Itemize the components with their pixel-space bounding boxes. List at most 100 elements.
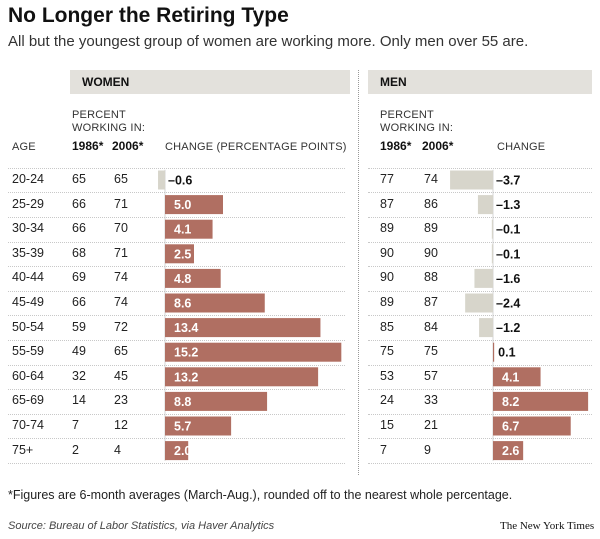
men-value-1986: 85 <box>380 319 394 334</box>
women-row-rule <box>8 266 345 268</box>
men-value-2006: 90 <box>424 245 438 260</box>
women-value-1986: 49 <box>72 344 86 359</box>
chart-title: No Longer the Retiring Type <box>8 4 289 27</box>
women-panel-label: WOMEN <box>82 75 130 89</box>
women-change-bar <box>165 244 194 264</box>
men-row-rule <box>368 438 592 440</box>
men-working-in-label: WORKING IN: <box>380 122 454 134</box>
women-year2-header: 2006* <box>112 139 144 153</box>
age-label: 45-49 <box>12 295 44 309</box>
women-row-rule <box>8 413 345 415</box>
men-row-rule <box>368 241 592 243</box>
men-value-1986: 90 <box>380 270 394 285</box>
women-value-2006: 74 <box>114 270 128 285</box>
women-change-label: 13.4 <box>174 321 198 335</box>
men-change-bar <box>465 293 493 313</box>
women-change-bar <box>165 318 321 338</box>
women-change-label: 2.0 <box>174 444 191 458</box>
men-change-label: 0.1 <box>498 346 515 360</box>
women-change-bar <box>165 367 319 387</box>
men-value-2006: 33 <box>424 393 438 408</box>
men-change-label: –3.7 <box>496 174 520 188</box>
women-value-1986: 14 <box>72 393 86 408</box>
men-value-1986: 90 <box>380 245 394 260</box>
women-change-label: 15.2 <box>174 346 198 360</box>
women-value-2006: 65 <box>114 344 128 359</box>
men-value-2006: 74 <box>424 172 438 186</box>
men-change-bar <box>493 441 524 461</box>
women-change-label: 4.8 <box>174 272 191 286</box>
women-row-rule <box>8 192 345 194</box>
men-value-1986: 7 <box>380 442 387 457</box>
women-change-bar <box>165 293 265 313</box>
women-value-1986: 66 <box>72 295 86 309</box>
men-row-rule <box>368 462 592 464</box>
men-row-rule <box>368 364 592 366</box>
age-label: 70-74 <box>12 418 44 432</box>
women-value-2006: 65 <box>114 172 128 186</box>
women-change-bar <box>165 441 189 461</box>
women-value-2006: 12 <box>114 418 128 432</box>
women-change-label: 4.1 <box>174 223 191 237</box>
men-row-rule <box>368 192 592 194</box>
men-change-bar <box>493 416 571 436</box>
women-row-rule <box>8 462 345 464</box>
women-value-1986: 66 <box>72 221 86 236</box>
men-change-bar <box>493 342 495 362</box>
women-change-bar <box>165 195 223 215</box>
men-value-1986: 75 <box>380 344 394 359</box>
men-value-2006: 9 <box>424 442 431 457</box>
men-change-label: –0.1 <box>496 247 520 261</box>
men-change-label: 2.6 <box>502 444 519 458</box>
men-value-2006: 86 <box>424 196 438 211</box>
men-value-2006: 89 <box>424 221 438 236</box>
men-value-2006: 21 <box>424 418 438 432</box>
men-value-1986: 87 <box>380 196 394 211</box>
men-change-label: –0.1 <box>496 223 520 237</box>
women-change-label: 5.7 <box>174 420 191 434</box>
men-change-bar <box>450 170 493 190</box>
women-header-band: WOMEN <box>70 70 350 94</box>
women-value-1986: 2 <box>72 442 79 457</box>
men-change-label: 4.1 <box>502 370 519 384</box>
men-change-bar <box>491 219 493 239</box>
women-change-label: –0.6 <box>168 174 192 188</box>
women-change-bar <box>165 391 268 411</box>
women-change-bar <box>158 170 165 190</box>
women-row-rule <box>8 241 345 243</box>
age-label: 50-54 <box>12 319 44 334</box>
women-value-2006: 70 <box>114 221 128 236</box>
men-value-2006: 57 <box>424 368 438 383</box>
men-change-bar <box>493 367 541 387</box>
men-change-label: –2.4 <box>496 297 520 311</box>
men-value-2006: 75 <box>424 344 438 359</box>
women-row-rule <box>8 389 345 391</box>
men-value-1986: 24 <box>380 393 394 408</box>
men-value-1986: 15 <box>380 418 394 432</box>
women-change-bar <box>165 416 232 436</box>
men-row-rule <box>368 266 592 268</box>
women-change-bar <box>165 268 221 288</box>
age-label: 65-69 <box>12 393 44 408</box>
chart-subtitle: All but the youngest group of women are … <box>8 33 529 50</box>
men-row-rule <box>368 413 592 415</box>
age-label: 40-44 <box>12 270 44 285</box>
age-label: 75+ <box>12 442 34 457</box>
age-label: 55-59 <box>12 344 44 359</box>
age-label: 20-24 <box>12 172 44 186</box>
women-change-bar <box>165 219 213 239</box>
men-value-2006: 87 <box>424 295 438 309</box>
men-change-label: –1.6 <box>496 272 520 286</box>
women-value-2006: 71 <box>114 196 128 211</box>
women-value-1986: 69 <box>72 270 86 285</box>
men-header-band: MEN <box>368 70 592 94</box>
women-value-1986: 32 <box>72 368 86 383</box>
women-change-label: 5.0 <box>174 198 191 212</box>
men-change-label: –1.2 <box>496 321 520 335</box>
source-note: Source: Bureau of Labor Statistics, via … <box>8 520 275 532</box>
women-value-2006: 74 <box>114 295 128 309</box>
women-value-2006: 23 <box>114 393 128 408</box>
women-value-2006: 4 <box>114 442 121 457</box>
men-value-1986: 89 <box>380 295 394 309</box>
women-value-2006: 45 <box>114 368 128 383</box>
